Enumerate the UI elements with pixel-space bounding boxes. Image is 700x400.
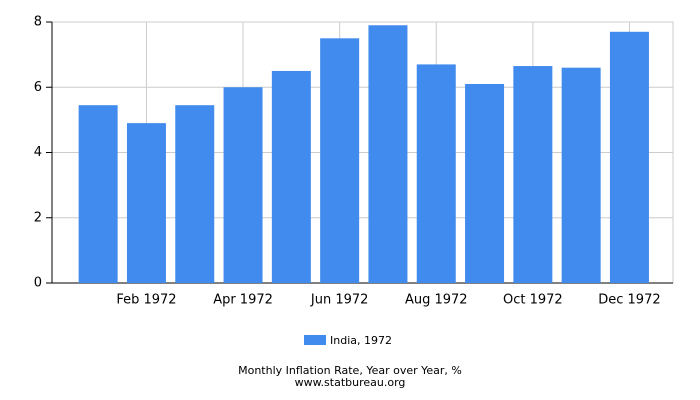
- y-tick-label: 4: [34, 145, 42, 160]
- y-tick-label: 0: [34, 276, 42, 291]
- bar: [78, 105, 118, 283]
- bar: [320, 38, 360, 283]
- y-tick-label: 6: [34, 80, 42, 95]
- legend-swatch: [304, 335, 326, 345]
- x-tick-label: Feb 1972: [116, 293, 176, 308]
- bar: [126, 123, 166, 283]
- y-tick-label: 8: [34, 15, 42, 30]
- x-tick-label: Oct 1972: [503, 293, 563, 308]
- x-tick-label: Jun 1972: [310, 293, 369, 308]
- bar: [561, 67, 601, 283]
- x-tick-label: Aug 1972: [405, 293, 468, 308]
- y-tick-label: 2: [34, 210, 42, 225]
- bar: [416, 64, 456, 283]
- legend-label: India, 1972: [330, 334, 392, 347]
- x-tick-label: Dec 1972: [598, 293, 660, 308]
- x-tick-label: Apr 1972: [213, 293, 273, 308]
- bar: [465, 83, 505, 283]
- bar: [175, 105, 215, 283]
- bar: [271, 70, 311, 283]
- bar: [513, 66, 553, 283]
- chart-title: Monthly Inflation Rate, Year over Year, …: [238, 364, 462, 377]
- bar: [368, 25, 408, 283]
- bar: [609, 31, 649, 283]
- bar: [223, 87, 263, 283]
- source: www.statbureau.org: [295, 376, 406, 389]
